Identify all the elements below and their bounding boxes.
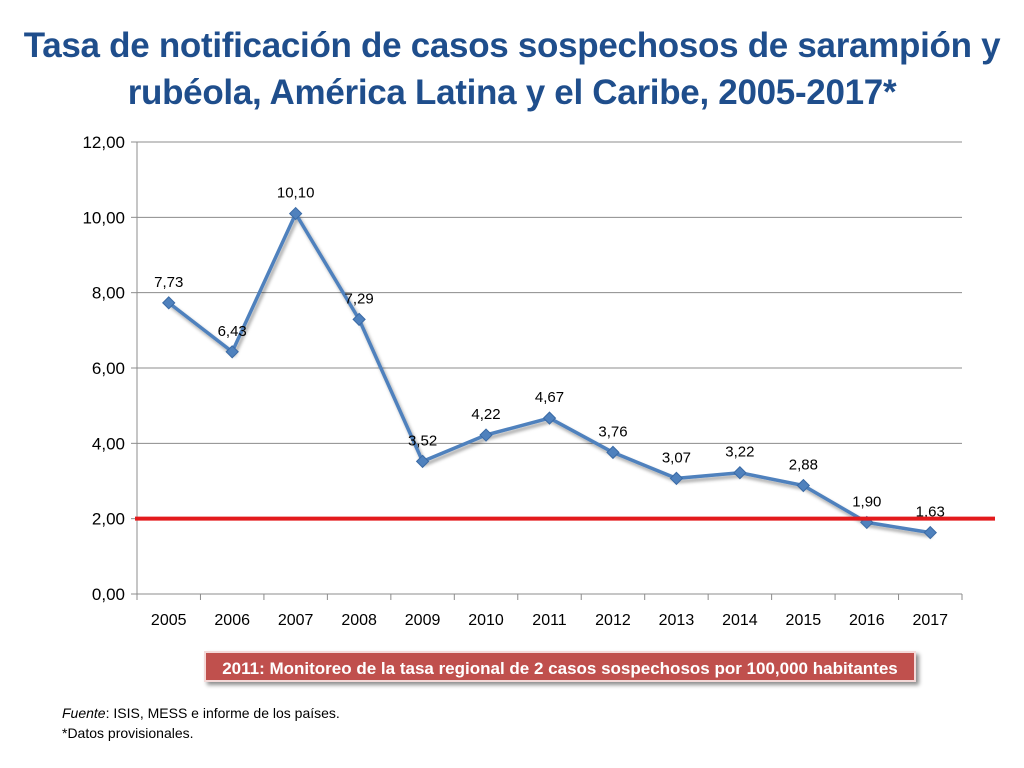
data-point (415, 454, 430, 469)
data-label: 7,73 (154, 274, 183, 291)
data-label: 3,76 (598, 423, 627, 440)
data-point (479, 428, 493, 442)
data-point (606, 445, 620, 460)
y-tick-label: 0,00 (92, 585, 125, 604)
footer-notes: Fuente: ISIS, MESS e informe de los país… (62, 703, 340, 743)
data-label: 10,10 (277, 185, 315, 202)
y-tick-label: 6,00 (92, 359, 125, 378)
data-label: 1,63 (916, 504, 945, 521)
data-point (225, 345, 239, 359)
data-label: 7,29 (345, 290, 374, 307)
data-label: 2,88 (789, 457, 818, 474)
data-point (542, 411, 557, 425)
data-point (288, 206, 303, 221)
data-point (162, 296, 176, 310)
provisional-note: *Datos provisionales. (62, 725, 194, 741)
y-tick-label: 8,00 (92, 284, 125, 303)
x-tick-label: 2006 (214, 612, 250, 629)
x-tick-label: 2009 (405, 612, 441, 629)
x-tick-label: 2015 (786, 612, 822, 629)
x-tick-label: 2014 (722, 612, 758, 629)
data-label: 6,43 (218, 323, 247, 340)
series-line (167, 211, 931, 535)
x-tick-label: 2010 (468, 612, 504, 629)
data-label: 3,52 (408, 432, 437, 449)
data-point (733, 466, 747, 480)
x-tick-label: 2008 (341, 612, 377, 629)
data-point (352, 312, 366, 327)
source-label: Fuente (62, 705, 106, 721)
chart-title: Tasa de notificación de casos sospechoso… (23, 26, 1001, 112)
data-label: 3,22 (725, 444, 754, 461)
data-label: 4,22 (471, 406, 500, 423)
x-tick-label: 2011 (532, 612, 567, 629)
x-tick-label: 2017 (912, 612, 948, 629)
data-point (796, 478, 811, 493)
y-tick-label: 10,00 (82, 208, 125, 227)
data-point (923, 525, 937, 540)
y-tick-label: 4,00 (92, 434, 125, 453)
data-label: 1,90 (852, 493, 881, 510)
x-tick-label: 2016 (849, 612, 885, 629)
target-note-banner: 2011: Monitoreo de la tasa regional de 2… (204, 651, 916, 682)
y-tick-label: 2,00 (92, 510, 125, 529)
x-tick-label: 2013 (659, 612, 695, 629)
line-chart: 0,00 2,00 4,00 6,00 8,00 10,00 12,00 2005 2006 20… (82, 133, 995, 629)
data-label: 4,67 (535, 389, 564, 406)
source-note: Fuente: ISIS, MESS e informe de los país… (62, 703, 340, 723)
y-tick-label: 12,00 (82, 133, 125, 152)
data-label: 3,07 (662, 449, 691, 466)
data-point (669, 471, 684, 486)
x-tick-label: 2007 (278, 612, 314, 629)
x-tick-label: 2012 (595, 612, 631, 629)
source-text: : ISIS, MESS e informe de los países. (105, 705, 340, 721)
x-tick-label: 2005 (151, 612, 187, 629)
